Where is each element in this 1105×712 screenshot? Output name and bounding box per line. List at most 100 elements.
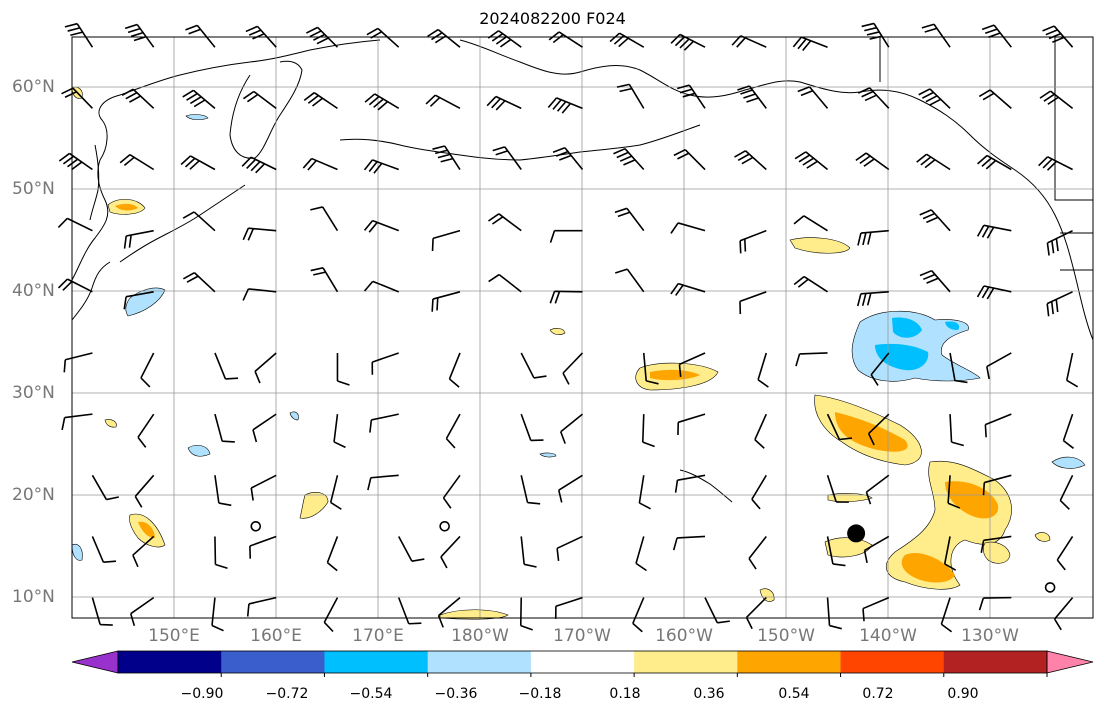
wind-barb [1056,536,1074,571]
wind-barb [984,413,1012,438]
wind-barb [250,474,277,501]
wind-barb [737,85,767,109]
colorbar-swatch [324,651,429,673]
colorbar-tick-label: −0.90 [180,686,224,702]
wind-barb [982,474,1012,496]
wind-barb [364,93,400,111]
colorbar-extend-low [71,650,119,674]
wind-barb [91,474,119,501]
kamchatka-coastline [229,60,303,159]
wind-barb [977,154,1012,171]
wind-barb [367,474,399,491]
wind-barb [793,215,828,232]
wind-barb [940,597,953,633]
wind-barb [739,291,767,315]
wind-barb [635,536,647,572]
colorbar [71,650,1094,677]
wind-barb [363,280,400,293]
colorbar-extend-high [1046,650,1094,674]
positive-anomaly-core [650,369,700,381]
colorbar-tick-label: 0.54 [778,686,810,702]
storm-center-marker [847,524,866,543]
wind-barb [214,475,232,507]
calm-wind-circle [439,520,450,532]
wind-barb [1039,90,1074,109]
wind-barb [214,536,228,570]
wind-barb [559,413,584,444]
wind-barb [748,535,767,570]
colorbar-tick-label: −0.54 [349,686,393,702]
wind-barb [870,352,890,386]
wind-barb [445,413,461,449]
wind-barb [916,153,951,171]
wind-barb [632,597,645,633]
wind-barb [333,414,346,449]
wind-barb [638,475,651,510]
wind-barb [246,596,277,617]
wind-barb [487,30,522,48]
positive-anomaly-core [115,203,138,211]
lon-label-130w: 130°W [961,626,1019,646]
wind-barb [242,227,277,241]
wind-barb [124,23,155,48]
wind-barb [548,31,583,48]
wind-barb [326,536,339,572]
colorbar-swatch [427,651,532,673]
graticule [72,37,1093,618]
negative-anomaly-region [185,114,209,121]
wind-barb [757,352,769,388]
wind-barb [547,97,583,114]
wind-barb [919,269,951,293]
wind-barb [245,25,277,48]
sakhalin-coastline [89,144,100,221]
negative-anomaly-core [892,317,922,338]
lon-label-150e: 150°E [148,626,200,646]
wind-barb [552,146,584,171]
colorbar-swatch [530,651,635,673]
wind-barb [1053,597,1074,631]
anomaly-shading [71,86,1086,620]
wind-barb [613,147,645,171]
lat-label-10n: 10°N [12,587,55,607]
wind-barb [943,536,957,571]
wind-barb [242,288,277,301]
wind-barb [57,217,93,232]
asia-coastline [71,39,381,281]
wind-barb [674,474,706,493]
lat-label-40n: 40°N [12,281,55,301]
lon-label-170w: 170°W [553,626,611,646]
wind-barb [1062,413,1074,449]
wind-barb [751,474,767,510]
kuril-arc [119,184,246,263]
lon-label-180w: 180°W [451,626,509,646]
wind-barb [863,535,890,564]
positive-anomaly-region [824,537,873,558]
wind-barb [794,151,829,171]
wind-barb [670,222,706,234]
negative-anomaly-region [187,445,211,457]
wind-barb [486,95,522,111]
wind-barb [123,229,154,249]
wind-barb [323,597,339,633]
colorbar-swatch [840,651,945,673]
wind-barb [556,535,583,561]
wind-barb [254,352,277,384]
calm-wind-circle [1044,582,1056,593]
wind-barb [856,291,889,307]
negative-anomaly-core [945,321,960,330]
colorbar-tick-label: 0.18 [609,686,641,702]
map-markers [250,520,1056,593]
wind-barb [440,535,461,569]
wind-barb [826,597,842,630]
wind-barb [981,24,1012,48]
wind-barb [672,535,706,551]
positive-anomaly-region [549,328,566,335]
wind-barb [431,229,461,252]
wind-barb [371,352,399,375]
wind-barb [557,474,583,503]
wind-barb [978,596,1012,611]
wind-barb [520,352,547,379]
wind-barb [704,597,730,624]
lon-label-150w: 150°W [757,626,815,646]
wind-barb [826,413,853,441]
